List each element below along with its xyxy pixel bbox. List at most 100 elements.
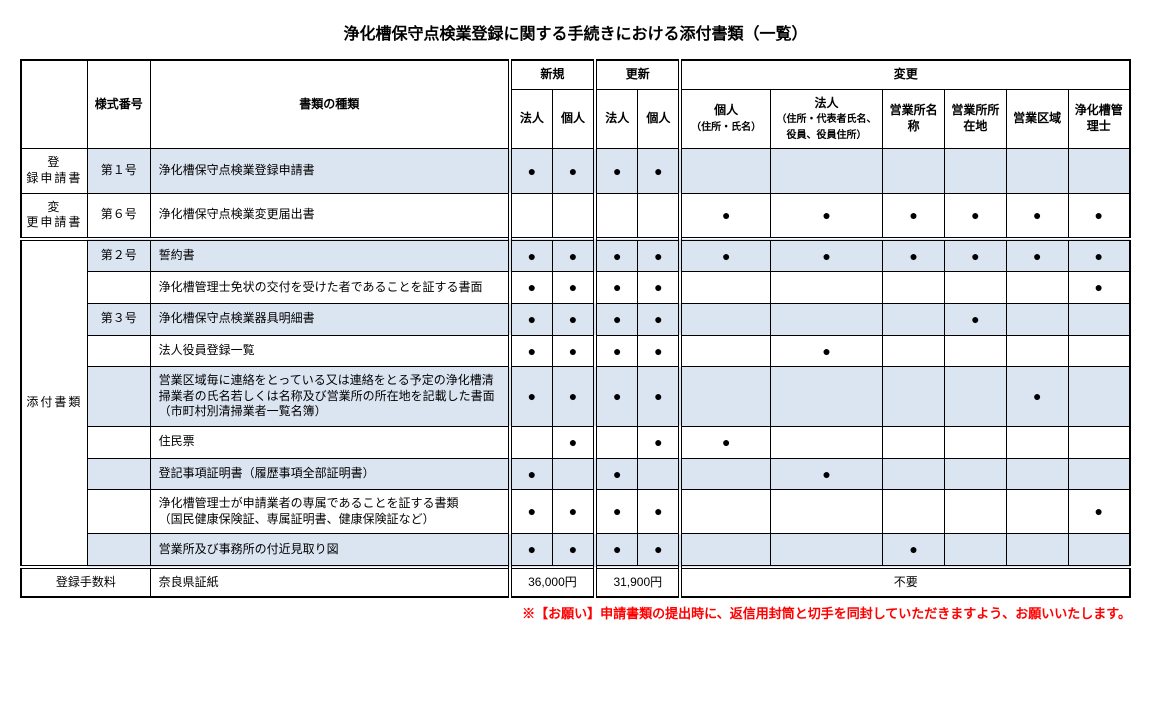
form-no-cell <box>87 426 150 458</box>
mark-cell <box>552 193 595 239</box>
mark-cell: ● <box>1006 367 1068 427</box>
mark-cell <box>1006 335 1068 367</box>
documents-table: 様式番号 書類の種類 新規 更新 変更 法人 個人 法人 個人 個人（住所・氏名… <box>20 59 1131 598</box>
table-row: 営業区域毎に連絡をとっている又は連絡をとる予定の浄化槽清掃業者の氏名若しくは名称… <box>21 367 1130 427</box>
mark-cell: ● <box>1006 239 1068 272</box>
mark-cell: ● <box>510 272 553 304</box>
table-row: 法人役員登録一覧●●●●● <box>21 335 1130 367</box>
mark-cell: ● <box>638 303 681 335</box>
mark-cell: ● <box>883 193 945 239</box>
table-row: 添付書類第２号誓約書●●●●●●●●●● <box>21 239 1130 272</box>
form-no-cell: 第６号 <box>87 193 150 239</box>
mark-cell <box>595 193 638 239</box>
mark-cell: ● <box>638 534 681 567</box>
mark-cell <box>883 458 945 490</box>
mark-cell: ● <box>770 335 882 367</box>
fee-row: 登録手数料奈良県証紙36,000円31,900円不要 <box>21 567 1130 598</box>
footer-note: ※【お願い】申請書類の提出時に、返信用封筒と切手を同封していただきますよう、お願… <box>20 603 1131 622</box>
mark-cell: ● <box>510 303 553 335</box>
page-title: 浄化槽保守点検業登録に関する手続きにおける添付書類（一覧） <box>20 20 1131 44</box>
header-koushin-kojin: 個人 <box>638 89 681 149</box>
doc-type-cell: 浄化槽管理士が申請業者の専属であることを証する書類（国民健康保険証、専属証明書、… <box>150 490 510 534</box>
header-henkou-hojin: 法人（住所・代表者氏名、役員、役員住所） <box>770 89 882 149</box>
mark-cell: ● <box>552 272 595 304</box>
doc-type-cell: 営業所及び事務所の付近見取り図 <box>150 534 510 567</box>
mark-cell <box>680 534 770 567</box>
header-henkou-kojin: 個人（住所・氏名） <box>680 89 770 149</box>
mark-cell <box>1068 534 1130 567</box>
mark-cell: ● <box>638 239 681 272</box>
mark-cell: ● <box>680 426 770 458</box>
mark-cell <box>883 272 945 304</box>
mark-cell <box>770 367 882 427</box>
mark-cell <box>638 193 681 239</box>
mark-cell: ● <box>638 335 681 367</box>
mark-cell <box>945 490 1007 534</box>
mark-cell: ● <box>883 534 945 567</box>
mark-cell <box>680 149 770 193</box>
mark-cell <box>1068 426 1130 458</box>
mark-cell: ● <box>552 303 595 335</box>
mark-cell: ● <box>595 458 638 490</box>
mark-cell: ● <box>638 367 681 427</box>
mark-cell <box>1006 272 1068 304</box>
mark-cell <box>638 458 681 490</box>
mark-cell <box>883 149 945 193</box>
table-row: 変更申請書第６号浄化槽保守点検業変更届出書●●●●●● <box>21 193 1130 239</box>
header-koushin: 更新 <box>595 60 680 89</box>
form-no-cell <box>87 272 150 304</box>
mark-cell: ● <box>1068 193 1130 239</box>
mark-cell: ● <box>770 239 882 272</box>
mark-cell <box>770 534 882 567</box>
mark-cell: ● <box>680 193 770 239</box>
mark-cell <box>680 335 770 367</box>
mark-cell: ● <box>552 239 595 272</box>
mark-cell: ● <box>1006 193 1068 239</box>
mark-cell <box>510 193 553 239</box>
mark-cell <box>1068 303 1130 335</box>
doc-type-cell: 営業区域毎に連絡をとっている又は連絡をとる予定の浄化槽清掃業者の氏名若しくは名称… <box>150 367 510 427</box>
mark-cell <box>680 490 770 534</box>
header-form-no: 様式番号 <box>87 60 150 149</box>
mark-cell: ● <box>510 458 553 490</box>
fee-shinki: 36,000円 <box>510 567 595 598</box>
mark-cell: ● <box>510 490 553 534</box>
table-row: 浄化槽管理士免状の交付を受けた者であることを証する書面●●●●● <box>21 272 1130 304</box>
mark-cell <box>945 458 1007 490</box>
table-row: 第３号浄化槽保守点検業器具明細書●●●●● <box>21 303 1130 335</box>
mark-cell: ● <box>638 272 681 304</box>
mark-cell <box>1068 149 1130 193</box>
mark-cell: ● <box>552 426 595 458</box>
category-label: 変更申請書 <box>21 193 87 239</box>
mark-cell <box>770 149 882 193</box>
form-no-cell <box>87 534 150 567</box>
mark-cell <box>552 458 595 490</box>
category-label: 添付書類 <box>21 239 87 567</box>
mark-cell: ● <box>945 193 1007 239</box>
form-no-cell: 第２号 <box>87 239 150 272</box>
form-no-cell: 第１号 <box>87 149 150 193</box>
mark-cell: ● <box>510 335 553 367</box>
doc-type-cell: 浄化槽保守点検業器具明細書 <box>150 303 510 335</box>
table-row: 登記事項証明書（履歴事項全部証明書）●●● <box>21 458 1130 490</box>
header-henkou: 変更 <box>680 60 1130 89</box>
mark-cell <box>510 426 553 458</box>
table-row: 住民票●●● <box>21 426 1130 458</box>
mark-cell <box>1006 303 1068 335</box>
mark-cell: ● <box>595 272 638 304</box>
mark-cell: ● <box>595 335 638 367</box>
mark-cell: ● <box>510 239 553 272</box>
mark-cell <box>680 458 770 490</box>
form-no-cell <box>87 490 150 534</box>
mark-cell: ● <box>945 239 1007 272</box>
header-koushin-hojin: 法人 <box>595 89 638 149</box>
mark-cell <box>945 367 1007 427</box>
mark-cell: ● <box>945 303 1007 335</box>
mark-cell <box>1068 458 1130 490</box>
mark-cell: ● <box>638 490 681 534</box>
doc-type-cell: 誓約書 <box>150 239 510 272</box>
mark-cell: ● <box>883 239 945 272</box>
doc-type-cell: 浄化槽管理士免状の交付を受けた者であることを証する書面 <box>150 272 510 304</box>
mark-cell: ● <box>552 534 595 567</box>
mark-cell: ● <box>595 367 638 427</box>
